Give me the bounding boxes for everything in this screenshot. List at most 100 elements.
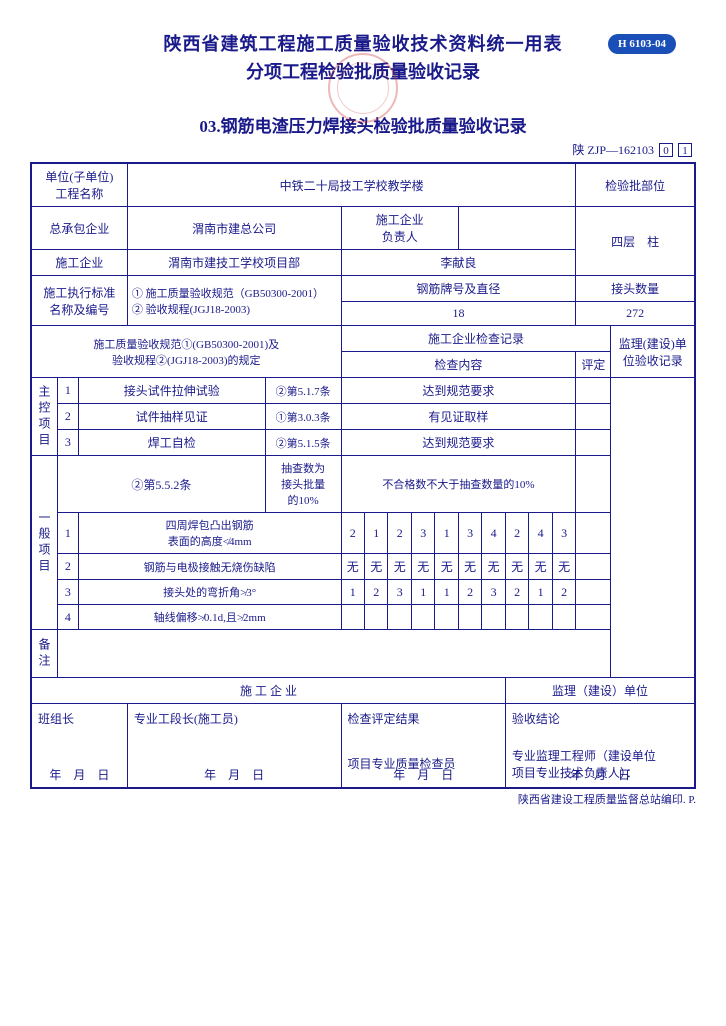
- label-acceptance: 验收结论: [512, 710, 688, 727]
- footer-note: 陕西省建设工程质量监督总站编印. P.: [30, 791, 696, 807]
- cell: 3: [388, 580, 411, 605]
- cell: [435, 605, 458, 630]
- label-construction-ent-header: 施 工 企 业: [31, 678, 505, 704]
- page-title: 03.钢筋电渣压力焊接头检验批质量验收记录: [30, 112, 696, 137]
- label-standard: 施工执行标准 名称及编号: [31, 276, 127, 326]
- cell: [552, 605, 575, 630]
- label-supervisor-header: 监理（建设）单位: [505, 678, 695, 704]
- cell: [341, 605, 364, 630]
- label-enterprise-check: 施工企业检查记录: [341, 326, 611, 352]
- sign-foreman: 专业工段长(施工员) 年 月 日: [127, 704, 341, 789]
- value-construction-enterprise: 渭南市建技工学校项目部: [127, 250, 341, 276]
- general-n: 2: [58, 554, 79, 580]
- cell: 2: [341, 513, 364, 554]
- general-n: 4: [58, 605, 79, 630]
- general-item: 接头处的弯折角≯3°: [78, 580, 341, 605]
- main-row-n: 1: [58, 378, 79, 404]
- cell: 2: [458, 580, 481, 605]
- remark-cell: [58, 630, 696, 678]
- label-main-control: 主控项目: [31, 378, 58, 456]
- label-rebar-grade: 钢筋牌号及直径: [341, 276, 576, 302]
- label-rating: 评定: [576, 352, 611, 378]
- cell: 无: [365, 554, 388, 580]
- label-team-leader: 班组长: [38, 710, 121, 727]
- main-row-rating: [576, 404, 611, 430]
- cell: [411, 605, 434, 630]
- header-title: 陕西省建筑工程施工质量验收技术资料统一用表: [30, 30, 696, 56]
- value-empty-1: [458, 207, 575, 250]
- main-row-n: 3: [58, 430, 79, 456]
- value-construction-leader: 李献良: [341, 250, 576, 276]
- cell: [388, 605, 411, 630]
- label-general-contractor: 总承包企业: [31, 207, 127, 250]
- general-row: 2 钢筋与电极接触无烧伤缺陷 无 无 无 无 无 无 无 无 无 无: [31, 554, 695, 580]
- label-unit-project: 单位(子单位) 工程名称: [31, 163, 127, 207]
- sampling-clause: ②第5.5.2条: [58, 456, 266, 513]
- cell: 无: [341, 554, 364, 580]
- cell: 1: [435, 580, 458, 605]
- value-joint-count: 272: [576, 302, 695, 326]
- value-location: 四层 柱: [576, 207, 695, 276]
- cell: 无: [529, 554, 552, 580]
- doc-number-prefix: 陕 ZJP—162103: [572, 143, 654, 157]
- cell: [482, 605, 505, 630]
- general-rating: [576, 554, 611, 580]
- general-row: 4 轴线偏移≯0.1d,且≯2mm: [31, 605, 695, 630]
- info-table: 单位(子单位) 工程名称 中铁二十局技工学校教学楼 检验批部位 总承包企业 渭南…: [30, 162, 696, 789]
- cell: 无: [552, 554, 575, 580]
- sign-acceptance: 验收结论 专业监理工程师（建设单位 项目专业技术负责人）： 年 月 日: [505, 704, 695, 789]
- cell: 3: [411, 513, 434, 554]
- label-construction-enterprise: 施工企业: [31, 250, 127, 276]
- general-row: 1 四周焊包凸出钢筋 表面的高度≮4mm 2 1 2 3 1 3 4 2 4 3: [31, 513, 695, 554]
- label-check-content: 检查内容: [341, 352, 576, 378]
- date-line: 年 月 日: [32, 766, 127, 783]
- label-supervisor-record: 监理(建设)单 位验收记录: [611, 326, 695, 378]
- standard-line-1: ① 施工质量验收规范（GB50300-2001）: [132, 285, 337, 301]
- label-remark: 备注: [31, 630, 58, 678]
- value-standard: ① 施工质量验收规范（GB50300-2001） ② 验收规程(JGJ18-20…: [127, 276, 341, 326]
- cell: 无: [411, 554, 434, 580]
- cell: 无: [505, 554, 528, 580]
- cell: 1: [435, 513, 458, 554]
- date-line: 年 月 日: [506, 766, 694, 783]
- sampling-note: 抽查数为 接头批量 的10%: [265, 456, 341, 513]
- value-unit-project: 中铁二十局技工学校教学楼: [127, 163, 576, 207]
- main-row-rating: [576, 378, 611, 404]
- main-row-clause: ②第5.1.7条: [265, 378, 341, 404]
- cell: [505, 605, 528, 630]
- cell: 1: [341, 580, 364, 605]
- main-row-item: 焊工自检: [78, 430, 265, 456]
- general-row: 3 接头处的弯折角≯3° 1 2 3 1 1 2 3 2 1 2: [31, 580, 695, 605]
- general-n: 1: [58, 513, 79, 554]
- main-row-item: 试件抽样见证: [78, 404, 265, 430]
- doc-number: 陕 ZJP—162103 0 1: [30, 141, 696, 158]
- header: 陕西省建筑工程施工质量验收技术资料统一用表 分项工程检验批质量验收记录: [30, 30, 696, 84]
- cell: 2: [552, 580, 575, 605]
- date-line: 年 月 日: [342, 766, 505, 783]
- doc-box-0: 0: [659, 143, 673, 157]
- cell: 2: [505, 580, 528, 605]
- cell: [458, 605, 481, 630]
- cell: 3: [482, 580, 505, 605]
- general-rating: [576, 513, 611, 554]
- general-item: 四周焊包凸出钢筋 表面的高度≮4mm: [78, 513, 341, 554]
- general-rating: [576, 605, 611, 630]
- general-rating: [576, 580, 611, 605]
- label-foreman: 专业工段长(施工员): [134, 710, 335, 727]
- sampling-rating: [576, 456, 611, 513]
- cell: 1: [365, 513, 388, 554]
- cell: 3: [552, 513, 575, 554]
- cell: 1: [411, 580, 434, 605]
- cell: 4: [482, 513, 505, 554]
- general-item: 钢筋与电极接触无烧伤缺陷: [78, 554, 341, 580]
- cell: 1: [529, 580, 552, 605]
- cell: 无: [482, 554, 505, 580]
- value-general-contractor: 渭南市建总公司: [127, 207, 341, 250]
- main-row-rating: [576, 430, 611, 456]
- cell: 无: [458, 554, 481, 580]
- main-row-content: 有见证取样: [341, 404, 576, 430]
- cell: 2: [365, 580, 388, 605]
- general-item: 轴线偏移≯0.1d,且≯2mm: [78, 605, 341, 630]
- cell: 2: [388, 513, 411, 554]
- cell: 2: [505, 513, 528, 554]
